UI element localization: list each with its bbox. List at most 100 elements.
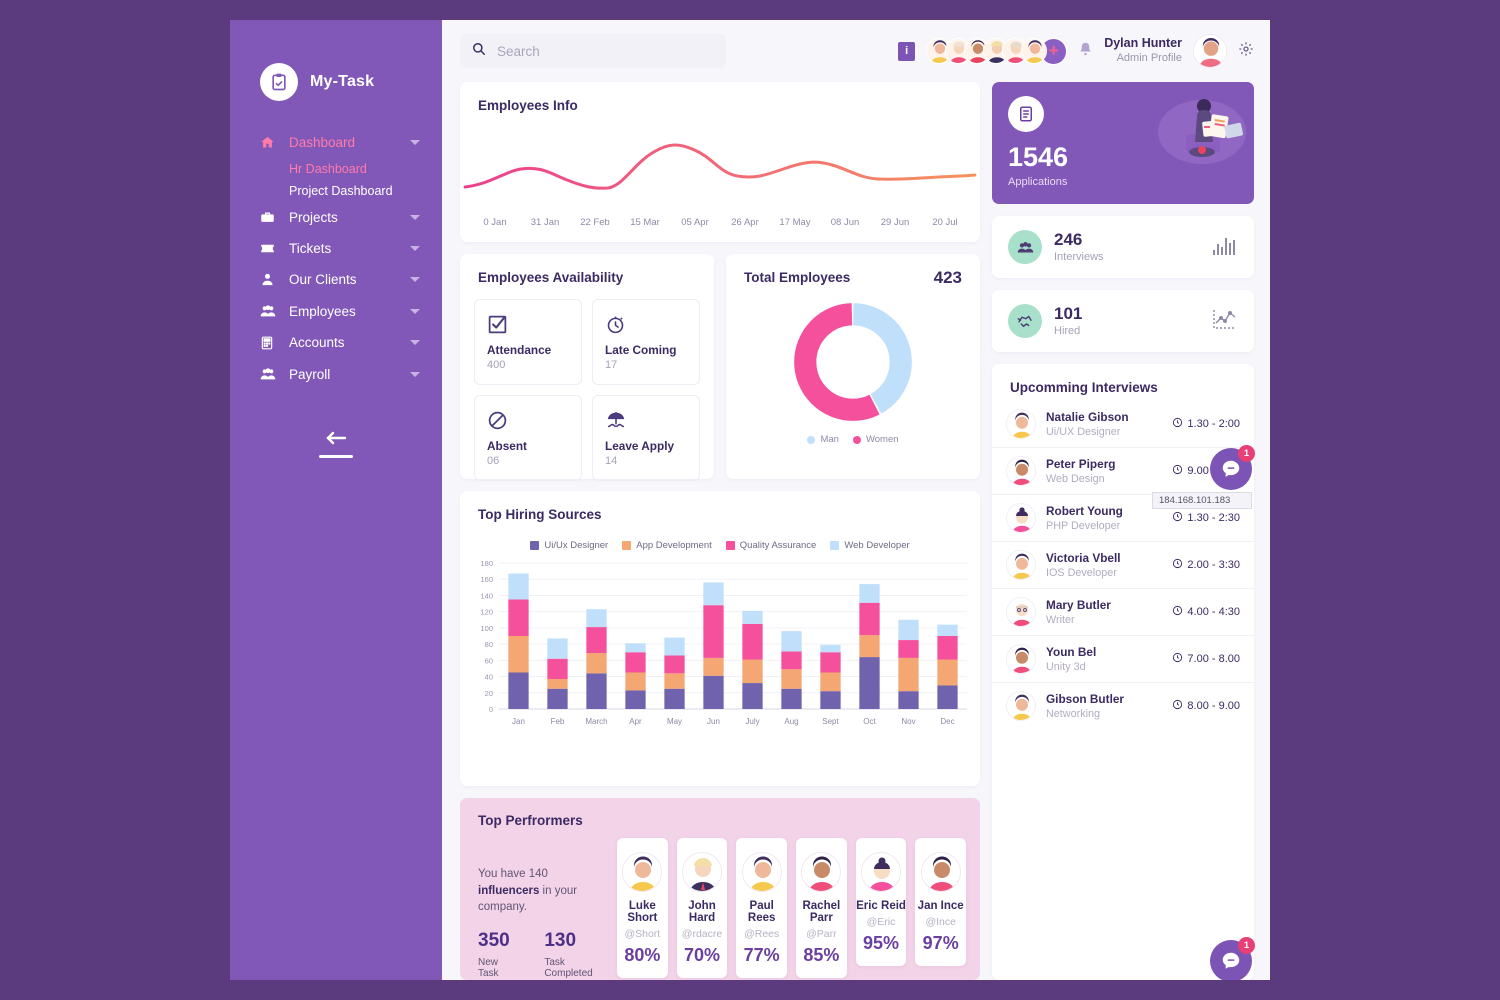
availability-cell-absent[interactable]: Absent 06 [474,395,582,481]
collapse-underline [319,455,353,458]
card-title: Upcomming Interviews [1010,380,1158,395]
availability-cell-late-coming[interactable]: Late Coming 17 [592,299,700,385]
x-tick: 15 Mar [630,217,660,228]
clock-icon [1172,558,1183,572]
performer-name: Jan Ince [917,900,964,912]
clock-icon [1172,464,1183,478]
availability-name: Late Coming [605,343,677,357]
card-title: Employees Availability [478,270,624,285]
avatar-group[interactable]: + [926,37,1068,65]
performer-card[interactable]: John Hard @rdacre 70% [676,838,728,978]
interview-info: Robert Young PHP Developer [1046,504,1123,532]
chevron-down-icon[interactable] [410,140,420,145]
home-icon [260,135,280,150]
bell-icon[interactable] [1078,41,1093,62]
chevron-down-icon[interactable] [410,246,420,251]
total-employees-card: Total Employees 423 Man [726,254,980,479]
performer-percent: 80% [624,945,661,965]
svg-text:140: 140 [480,591,493,600]
performer-handle: @Parr [806,928,837,940]
clock-icon [1172,511,1183,525]
performer-card[interactable]: Rachel Parr @Parr 85% [796,838,847,978]
chat-widget-bottom[interactable]: 1 184.168.101.183 [1210,937,1255,980]
illustration [1142,92,1246,189]
clock-icon [1172,605,1183,619]
avatar [1006,409,1036,439]
interview-name: Natalie Gibson [1046,410,1129,424]
svg-text:Feb: Feb [551,717,565,726]
sidebar-subitem-hr-dashboard[interactable]: Hr Dashboard [289,162,367,176]
user-profile[interactable]: Dylan Hunter Admin Profile [1104,36,1182,65]
interview-name: Gibson Butler [1046,692,1124,706]
chat-bubble-icon[interactable]: 1 [1210,937,1255,980]
interview-role: Ui/UX Designer [1046,426,1121,438]
interview-role: IOS Developer [1046,567,1117,579]
clipboard-check-icon [260,63,298,101]
chevron-down-icon[interactable] [410,277,420,282]
interview-row[interactable]: Youn Bel Unity 3d 7.00 - 8.00 [992,636,1254,683]
line-chart-icon [1212,308,1238,335]
chat-bubble-icon[interactable]: 1 [1210,445,1255,490]
chat-widget-top[interactable]: 1 184.168.101.183 [1152,445,1255,509]
info-icon[interactable]: i [898,41,916,61]
sidebar-subitem-project-dashboard[interactable]: Project Dashboard [289,184,393,198]
chevron-down-icon[interactable] [410,215,420,220]
stat-value: 350 [478,930,510,952]
legend-label: Women [865,434,899,445]
avatar[interactable] [1193,34,1227,68]
interview-row[interactable]: Gibson Butler Networking 8.00 - 9.00 [992,683,1254,729]
avatar [1006,456,1036,486]
interview-row[interactable]: Victoria Vbell IOS Developer 2.00 - 3:30 [992,542,1254,589]
legend-item-qa: Quality Assurance [725,540,817,551]
chevron-down-icon[interactable] [410,340,420,345]
chevron-down-icon[interactable] [410,371,420,377]
svg-text:May: May [667,717,682,726]
performer-card[interactable]: Eric Reid @Eric 95% [855,838,907,966]
avatar [1006,597,1036,627]
sidebar-item-payroll[interactable]: Payroll [236,358,436,390]
availability-cell-attendance[interactable]: Attendance 400 [474,299,582,385]
sidebar-item-accounts[interactable]: Accounts [236,327,436,358]
interview-role: PHP Developer [1046,520,1121,532]
performer-card[interactable]: Jan Ince @Ince 97% [915,838,967,966]
legend-label: Quality Assurance [739,540,817,551]
avatar[interactable] [1021,38,1048,64]
sidebar-item-tickets[interactable]: Tickets [236,233,436,264]
avatar [861,852,902,892]
interviews-stat-text: 246 Interviews [1054,230,1104,262]
document-icon [1008,96,1044,132]
sidebar-item-employees[interactable]: Employees [236,295,436,327]
performer-name: Paul Rees [747,900,776,924]
sidebar-item-dashboard[interactable]: Dashboard [236,127,436,158]
checkbox-icon [487,311,569,337]
group-icon [1008,230,1042,264]
sidebar: My-Task Dashboard Hr Dashboard Project D… [230,20,442,980]
svg-text:40: 40 [485,673,493,682]
note-bold: influencers [478,884,540,897]
interview-row[interactable]: Mary Butler Writer 4.00 - 4:30 [992,589,1254,636]
sidebar-item-our-clients[interactable]: Our Clients [236,264,436,295]
performers-stats: 350 New Task 130 Task Completed [478,930,608,979]
search-input[interactable]: Search [460,34,726,68]
interviews-stat-card: 246 Interviews [992,216,1254,278]
topbar-actions: i + Dylan Hunter Admin Profile [898,34,1254,68]
x-tick: 05 Apr [681,217,709,228]
add-user-button[interactable]: + [1040,37,1068,65]
performer-handle: @Rees [744,928,780,940]
brand[interactable]: My-Task [236,55,436,101]
gear-icon[interactable] [1238,41,1254,62]
sidebar-item-projects[interactable]: Projects [236,202,436,233]
performer-card[interactable]: Luke Short @Short 80% [617,838,668,978]
sidebar-collapse-button[interactable] [236,430,436,458]
legend-swatch [530,541,540,550]
interview-name: Youn Bel [1046,645,1097,659]
interview-row[interactable]: Natalie Gibson Ui/UX Designer 1.30 - 2:0… [992,401,1254,448]
note-post: in your company. [478,884,578,914]
performer-card[interactable]: Paul Rees @Rees 77% [736,838,788,978]
sidebar-item-label: Our Clients [289,272,357,287]
svg-text:Nov: Nov [901,717,915,726]
interview-row[interactable]: Robert Young PHP Developer 1.30 - 2:30 [992,495,1254,542]
availability-cell-leave-apply[interactable]: Leave Apply 14 [592,395,700,481]
interview-info: Peter Piperg Web Design [1046,457,1116,485]
chevron-down-icon[interactable] [410,308,420,314]
